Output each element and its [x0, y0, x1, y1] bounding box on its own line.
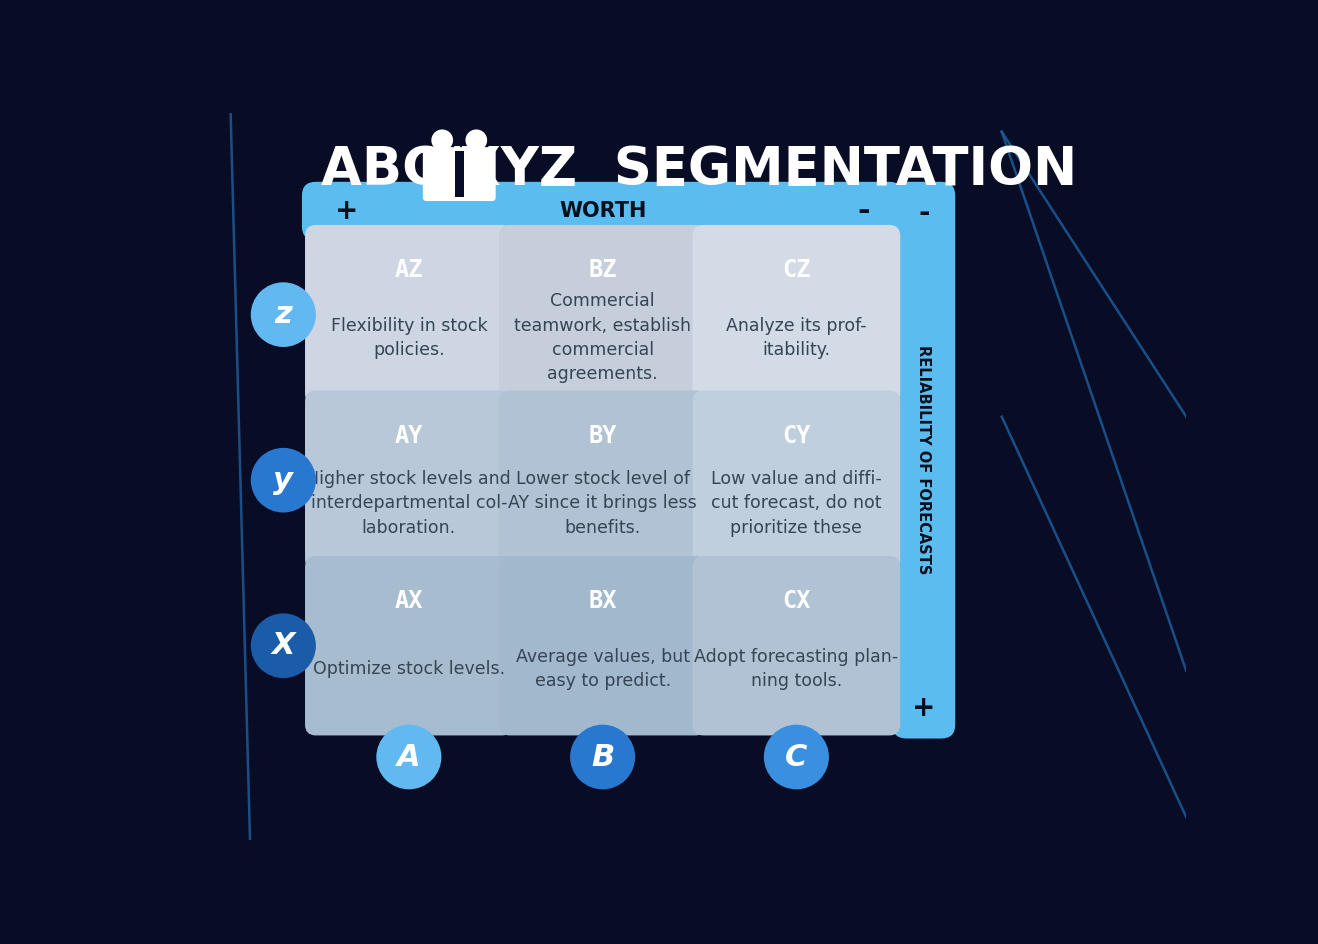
Circle shape [465, 129, 488, 151]
FancyBboxPatch shape [498, 225, 706, 404]
Text: Flexibility in stock
policies.: Flexibility in stock policies. [331, 316, 488, 359]
Text: CX: CX [782, 589, 811, 614]
Text: BX: BX [588, 589, 617, 614]
Text: Adopt forecasting plan-
ning tools.: Adopt forecasting plan- ning tools. [695, 648, 899, 690]
Text: B: B [590, 743, 614, 771]
Circle shape [431, 129, 453, 151]
FancyBboxPatch shape [498, 556, 706, 735]
Text: WORTH: WORTH [559, 201, 646, 221]
Circle shape [377, 725, 442, 789]
Text: CZ: CZ [782, 259, 811, 282]
FancyBboxPatch shape [302, 182, 903, 241]
FancyBboxPatch shape [892, 182, 956, 738]
Text: -: - [919, 198, 929, 227]
Text: Higher stock levels and
interdepartmental col-
laboration.: Higher stock levels and interdepartmenta… [307, 470, 511, 536]
Text: Lower stock level of
AY since it brings less
benefits.: Lower stock level of AY since it brings … [509, 470, 697, 536]
FancyBboxPatch shape [455, 151, 464, 197]
Text: AX: AX [394, 589, 423, 614]
FancyBboxPatch shape [498, 391, 706, 570]
Circle shape [250, 282, 316, 347]
Text: Average values, but
easy to predict.: Average values, but easy to predict. [515, 648, 689, 690]
Text: Commercial
teamwork, establish
commercial
agreements.: Commercial teamwork, establish commercia… [514, 293, 691, 383]
FancyBboxPatch shape [423, 147, 496, 201]
Text: AY: AY [394, 424, 423, 447]
Text: y: y [273, 465, 294, 495]
Text: BZ: BZ [588, 259, 617, 282]
FancyBboxPatch shape [304, 391, 513, 570]
Text: C: C [786, 743, 808, 771]
FancyBboxPatch shape [304, 556, 513, 735]
Text: AZ: AZ [394, 259, 423, 282]
FancyBboxPatch shape [304, 225, 513, 404]
Text: +: + [335, 197, 358, 225]
Text: Optimize stock levels.: Optimize stock levels. [312, 660, 505, 678]
Text: ABC/XYZ  SEGMENTATION: ABC/XYZ SEGMENTATION [322, 144, 1078, 196]
Text: BY: BY [588, 424, 617, 447]
Text: Analyze its prof-
itability.: Analyze its prof- itability. [726, 316, 867, 359]
Text: -: - [858, 196, 870, 226]
Text: X: X [272, 632, 295, 660]
Text: Low value and diffi-
cut forecast, do not
prioritize these: Low value and diffi- cut forecast, do no… [710, 470, 882, 536]
Text: A: A [397, 743, 420, 771]
Text: CY: CY [782, 424, 811, 447]
Text: RELIABILITY OF FORECASTS: RELIABILITY OF FORECASTS [916, 346, 932, 575]
Circle shape [571, 725, 635, 789]
FancyBboxPatch shape [692, 556, 900, 735]
Circle shape [764, 725, 829, 789]
FancyBboxPatch shape [692, 225, 900, 404]
Text: z: z [274, 300, 293, 329]
Circle shape [250, 447, 316, 513]
Circle shape [250, 614, 316, 678]
FancyBboxPatch shape [692, 391, 900, 570]
Text: +: + [912, 694, 936, 722]
